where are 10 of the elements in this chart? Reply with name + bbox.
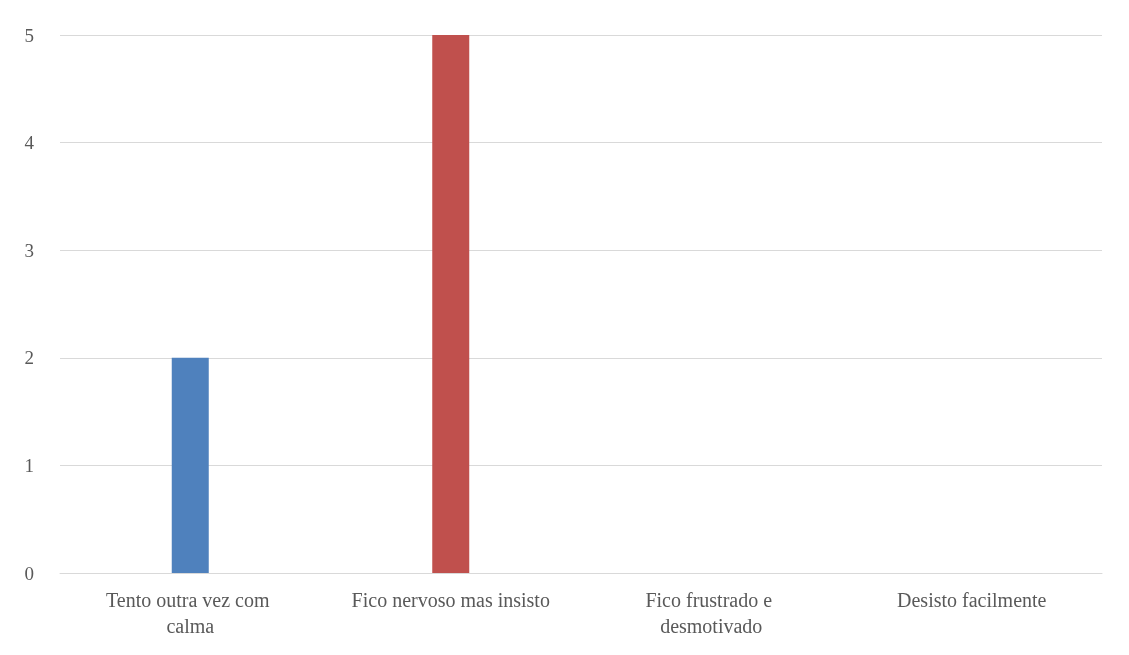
y-tick-label: 2 [24,347,34,369]
y-tick-label: 5 [24,24,34,46]
x-tick-label: Fico nervoso mas insisto [351,589,550,611]
y-tick-label: 4 [24,132,35,154]
y-tick-label: 3 [24,239,34,261]
y-tick-label: 0 [24,562,34,584]
x-tick-label: Desisto facilmente [897,589,1047,611]
x-tick-label: Fico frustrado e desmotivado [645,589,778,637]
y-tick-label: 1 [24,454,34,476]
x-tick-label: Tento outra vez com calma [105,589,275,637]
